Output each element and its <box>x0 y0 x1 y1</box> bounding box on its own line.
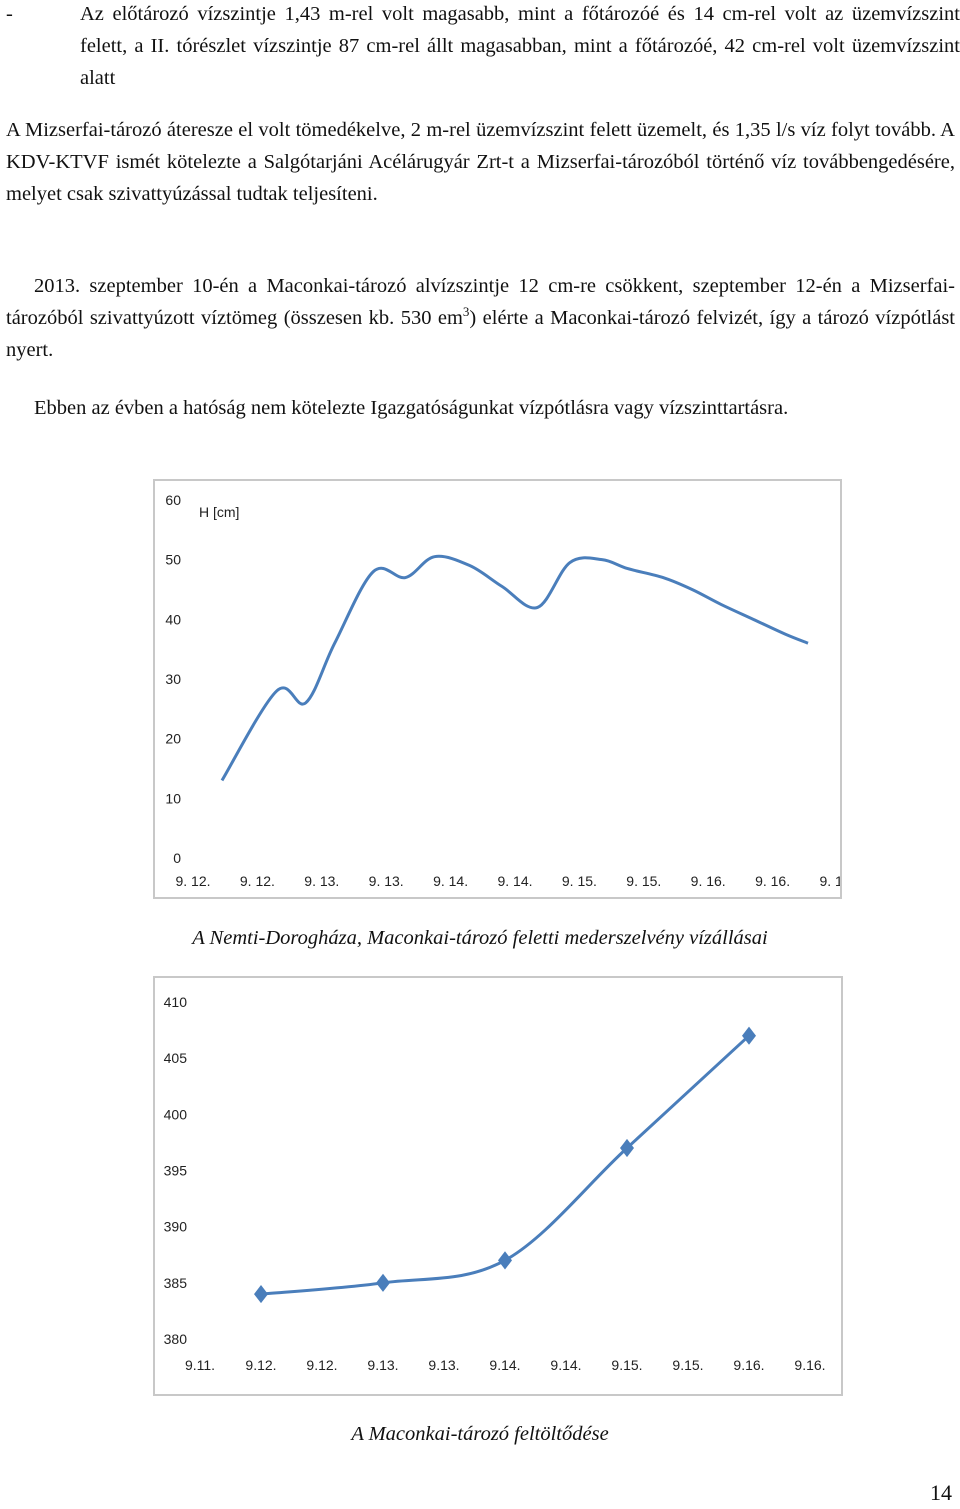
y-tick-label: 30 <box>165 671 181 687</box>
data-point-marker <box>620 1138 634 1158</box>
caption-water-level: A Nemti-Dorogháza, Maconkai-tározó felet… <box>192 927 768 949</box>
x-tick-label: 9.14. <box>550 1357 581 1373</box>
chart-water-level: 60 50 40 30 20 10 0 9. 12. 9. 12. 9. 13. 9. 13. 9. … <box>153 479 855 899</box>
y-tick-label: 405 <box>164 1050 188 1066</box>
x-tick-label: 9. 12. <box>240 873 275 889</box>
y-tick-label: 0 <box>173 850 181 866</box>
x-tick-label: 9. 16. <box>691 873 726 889</box>
x-tick-label: 9. 12. <box>175 873 210 889</box>
y-tick-label: 380 <box>164 1331 188 1347</box>
x-tick-label: 9. 13. <box>304 873 339 889</box>
caption-reservoir-filling: A Maconkai-tározó feltöltődése <box>351 1423 609 1445</box>
superscript-3: 3 <box>462 304 470 320</box>
x-tick-label: 9.15. <box>672 1357 703 1373</box>
x-tick-label: 9.13. <box>428 1357 459 1373</box>
x-tick-label: 9. 15. <box>626 873 661 889</box>
x-tick-label: 9.12. <box>306 1357 337 1373</box>
y-tick-label: 40 <box>165 611 181 627</box>
data-point-marker <box>498 1251 512 1270</box>
x-tick-label: 9. 16. <box>755 873 790 889</box>
x-tick-label: 9.11. <box>185 1357 215 1373</box>
data-point-marker <box>254 1284 268 1304</box>
y-tick-label: 410 <box>164 994 188 1010</box>
x-tick-label: 9. 13. <box>369 873 404 889</box>
series-line <box>220 554 809 782</box>
x-tick-label: 9. 14. <box>497 873 532 889</box>
paragraph-hatosag: Ebben az évben a hatóság nem kötelezte I… <box>34 397 789 419</box>
paragraph-maconkai: 2013. szeptember 10-én a Maconkai-tározó… <box>6 270 955 366</box>
x-tick-label: 9. 15. <box>562 873 597 889</box>
x-tick-label: 9.12. <box>245 1357 276 1373</box>
y-tick-label: 50 <box>165 552 181 568</box>
data-point-marker <box>376 1273 390 1292</box>
x-tick-label: 9.14. <box>489 1357 520 1373</box>
bullet-text: Az előtározó vízszintje 1,43 m-rel volt … <box>80 3 960 89</box>
y-tick-label: 10 <box>165 790 181 806</box>
paragraph-maconkai-text-end: ) elérte a Maconkai-tározó felvizét, így… <box>6 307 955 361</box>
y-tick-label: 395 <box>164 1163 188 1179</box>
y-tick-label: 390 <box>164 1219 188 1235</box>
chart-reservoir-filling-svg: 410 405 400 395 390 385 380 9.11. 9.12. 9.12. 9.13… <box>164 994 826 1373</box>
x-tick-label: 9.16. <box>733 1357 764 1373</box>
x-tick-label: 9. 17. <box>819 873 840 889</box>
y-tick-label: 385 <box>164 1275 188 1291</box>
x-tick-label: 9. 14. <box>433 873 468 889</box>
x-tick-label: 9.13. <box>367 1357 398 1373</box>
x-tick-label: 9.16. <box>794 1357 825 1373</box>
paragraph-mizserfai: A Mizserfai-tározó áteresze el volt töme… <box>6 119 955 205</box>
page-number: 14 <box>930 1480 952 1505</box>
data-point-marker <box>742 1026 756 1045</box>
chart-reservoir-filling: 410 405 400 395 390 385 380 9.11. 9.12. 9.12. 9.13… <box>153 976 843 1396</box>
chart-water-level-svg: 60 50 40 30 20 10 0 9. 12. 9. 12. 9. 13. 9. 13. 9. … <box>165 492 854 889</box>
paragraph-maconkai-text: 2013. szeptember 10-én a Maconkai-tározó… <box>6 275 955 329</box>
y-tick-label: 60 <box>165 492 181 508</box>
bullet-dash: - <box>6 3 13 25</box>
y-tick-label: 400 <box>164 1106 188 1122</box>
x-tick-label: 9.15. <box>611 1357 642 1373</box>
y-axis-label: H [cm] <box>199 504 239 520</box>
y-tick-label: 20 <box>165 731 181 747</box>
